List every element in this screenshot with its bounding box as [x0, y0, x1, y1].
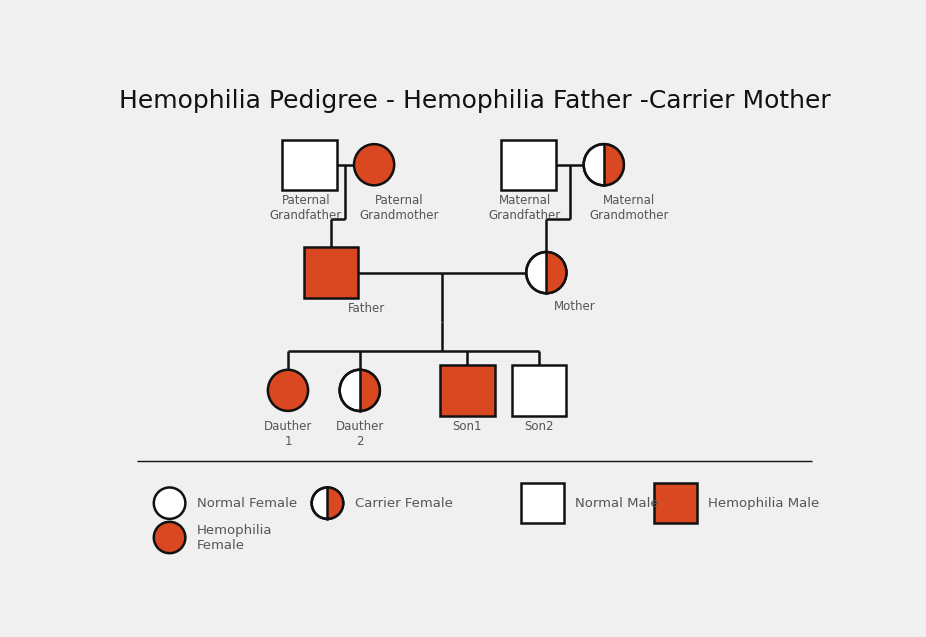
FancyBboxPatch shape: [512, 365, 567, 415]
Ellipse shape: [583, 144, 624, 185]
Ellipse shape: [526, 252, 567, 293]
Ellipse shape: [340, 369, 380, 411]
Ellipse shape: [354, 144, 394, 185]
Text: Maternal
Grandfather: Maternal Grandfather: [489, 194, 561, 222]
FancyBboxPatch shape: [440, 365, 494, 415]
FancyBboxPatch shape: [501, 140, 556, 190]
FancyBboxPatch shape: [654, 483, 697, 523]
FancyBboxPatch shape: [282, 140, 337, 190]
Text: Hemophilia Male: Hemophilia Male: [707, 497, 820, 510]
Text: Dauther
1: Dauther 1: [264, 420, 312, 448]
Ellipse shape: [268, 369, 308, 411]
Ellipse shape: [154, 487, 185, 519]
Text: Son1: Son1: [453, 420, 482, 433]
FancyBboxPatch shape: [304, 247, 358, 298]
Text: Hemophilia Pedigree - Hemophilia Father -Carrier Mother: Hemophilia Pedigree - Hemophilia Father …: [119, 89, 831, 113]
Ellipse shape: [154, 522, 185, 553]
Text: Hemophilia
Female: Hemophilia Female: [197, 524, 272, 552]
Text: Paternal
Grandmother: Paternal Grandmother: [359, 194, 439, 222]
Text: Mother: Mother: [554, 299, 596, 313]
Text: Son2: Son2: [524, 420, 554, 433]
Text: Father: Father: [348, 302, 385, 315]
Polygon shape: [604, 144, 624, 185]
Text: Normal Male: Normal Male: [575, 497, 658, 510]
Text: Carrier Female: Carrier Female: [355, 497, 453, 510]
Text: Dauther
2: Dauther 2: [335, 420, 384, 448]
FancyBboxPatch shape: [521, 483, 564, 523]
Polygon shape: [328, 487, 344, 519]
Polygon shape: [546, 252, 567, 293]
Ellipse shape: [312, 487, 344, 519]
Text: Normal Female: Normal Female: [197, 497, 297, 510]
Polygon shape: [359, 369, 380, 411]
Text: Paternal
Grandfather: Paternal Grandfather: [269, 194, 342, 222]
Text: Maternal
Grandmother: Maternal Grandmother: [589, 194, 669, 222]
